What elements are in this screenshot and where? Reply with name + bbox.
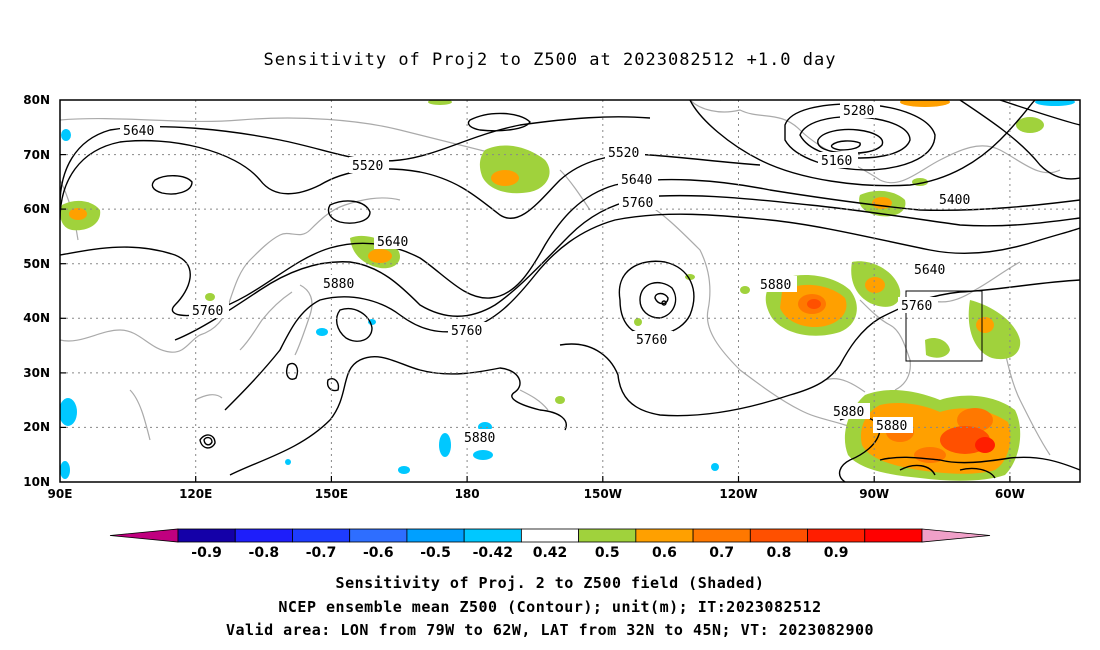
colorbar-label: 0.42 — [533, 545, 568, 561]
map-title: Sensitivity of Proj2 to Z500 at 20230825… — [263, 50, 837, 70]
contour-label-5640-d: 5640 — [374, 233, 414, 250]
colorbar-cell — [578, 528, 637, 543]
svg-text:5520: 5520 — [352, 159, 383, 174]
colorbar-cell — [234, 528, 293, 543]
z500-contours — [60, 100, 1080, 482]
colorbar-labels: -0.9 -0.8 -0.7 -0.6 -0.5 -0.42 0.42 0.5 … — [191, 545, 848, 561]
svg-text:5760: 5760 — [451, 324, 482, 339]
colorbar-cell — [109, 528, 179, 543]
footer-line-1: Sensitivity of Proj. 2 to Z500 field (Sh… — [335, 574, 765, 592]
lon-label: 150W — [584, 487, 622, 501]
colorbar-cell — [349, 528, 408, 543]
svg-text:5640: 5640 — [123, 124, 154, 139]
contour-label-5280: 5280 — [840, 102, 880, 119]
colorbar-cell — [749, 528, 808, 543]
map-area: 5640 5520 5520 5640 5760 5280 5160 5400 … — [60, 100, 1080, 482]
lat-label: 60N — [23, 202, 50, 216]
lon-label: 120W — [719, 487, 757, 501]
svg-text:5640: 5640 — [377, 235, 408, 250]
colorbar-label: -0.5 — [420, 545, 451, 561]
svg-text:5880: 5880 — [464, 431, 495, 446]
contour-label-5160: 5160 — [818, 152, 858, 169]
valid-area-box — [905, 290, 983, 362]
contour-label-5640-c: 5640 — [911, 261, 951, 278]
colorbar-cell — [520, 528, 580, 543]
tick-marks — [60, 154, 1011, 482]
lat-label: 30N — [23, 366, 50, 380]
contour-label-5760-c: 5760 — [189, 302, 229, 319]
colorbar-label: -0.8 — [249, 545, 280, 561]
lat-label: 50N — [23, 257, 50, 271]
contour-label-5760-d: 5760 — [448, 322, 488, 339]
contour-label-5520-b: 5520 — [605, 144, 645, 161]
contour-label-5760-a: 5760 — [619, 194, 659, 211]
colorbar-cell — [177, 528, 236, 543]
contour-labels: 5640 5520 5520 5640 5760 5280 5160 5400 … — [120, 102, 976, 446]
negative-sensitivity-regions — [60, 100, 1075, 479]
lat-label: 20N — [23, 420, 50, 434]
colorbar-label: -0.42 — [473, 545, 513, 561]
footer-line-3: Valid area: LON from 79W to 62W, LAT fro… — [225, 621, 875, 639]
contour-label-5760-e: 5760 — [633, 331, 673, 348]
svg-text:5880: 5880 — [323, 277, 354, 292]
svg-text:5760: 5760 — [636, 333, 667, 348]
svg-text:5880: 5880 — [833, 405, 864, 420]
colorbar-label: 0.6 — [652, 545, 677, 561]
colorbar: -0.9 -0.8 -0.7 -0.6 -0.5 -0.42 0.42 0.5 … — [109, 528, 991, 561]
colorbar-cell — [864, 528, 923, 543]
lon-label: 90W — [859, 487, 889, 501]
lon-label: 180 — [455, 487, 480, 501]
contour-label-5640-b: 5640 — [618, 171, 658, 188]
footer-line-2: NCEP ensemble mean Z500 (Contour); unit(… — [278, 598, 822, 616]
contour-label-5760-b: 5760 — [898, 297, 938, 314]
svg-text:5160: 5160 — [821, 154, 852, 169]
colorbar-cell — [406, 528, 465, 543]
latitude-labels: 80N 70N 60N 50N 40N 30N 20N 10N — [23, 93, 50, 489]
svg-text:5280: 5280 — [843, 104, 874, 119]
contour-label-5400: 5400 — [936, 191, 976, 208]
colorbar-cell — [635, 528, 694, 543]
map-frame — [59, 99, 1081, 483]
svg-text:5880: 5880 — [760, 278, 791, 293]
contour-label-5880-a: 5880 — [320, 275, 360, 292]
svg-text:5760: 5760 — [901, 299, 932, 314]
lat-label: 70N — [23, 148, 50, 162]
svg-text:5640: 5640 — [621, 173, 652, 188]
contour-label-5640-a: 5640 — [120, 122, 160, 139]
colorbar-label: -0.6 — [363, 545, 394, 561]
colorbar-label: 0.5 — [595, 545, 620, 561]
svg-text:5640: 5640 — [914, 263, 945, 278]
lat-label: 80N — [23, 93, 50, 107]
colorbar-cell — [292, 528, 351, 543]
svg-text:5760: 5760 — [622, 196, 653, 211]
contour-label-5880-c: 5880 — [461, 429, 501, 446]
svg-text:5760: 5760 — [192, 304, 223, 319]
lat-label: 40N — [23, 311, 50, 325]
contour-label-5880-b: 5880 — [757, 276, 797, 293]
longitude-labels: 90E 120E 150E 180 150W 120W 90W 60W — [48, 487, 1025, 501]
svg-text:5400: 5400 — [939, 193, 970, 208]
colorbar-cell — [921, 528, 991, 543]
lon-label: 150E — [315, 487, 348, 501]
lon-label: 60W — [995, 487, 1025, 501]
colorbar-cell — [692, 528, 751, 543]
colorbar-label: 0.9 — [824, 545, 849, 561]
colorbar-label: 0.7 — [709, 545, 734, 561]
contour-label-5520-a: 5520 — [349, 157, 389, 174]
lon-label: 120E — [179, 487, 212, 501]
svg-text:5880: 5880 — [876, 419, 907, 434]
lon-label: 90E — [48, 487, 73, 501]
svg-text:5520: 5520 — [608, 146, 639, 161]
colorbar-label: -0.9 — [191, 545, 222, 561]
colorbar-cells — [109, 528, 991, 543]
colorbar-label: -0.7 — [306, 545, 337, 561]
lat-label: 10N — [23, 475, 50, 489]
colorbar-cell — [463, 528, 522, 543]
contour-label-5880-d: 5880 — [830, 403, 870, 420]
colorbar-cell — [807, 528, 866, 543]
colorbar-label: 0.8 — [767, 545, 792, 561]
contour-label-5880-e: 5880 — [873, 417, 913, 434]
